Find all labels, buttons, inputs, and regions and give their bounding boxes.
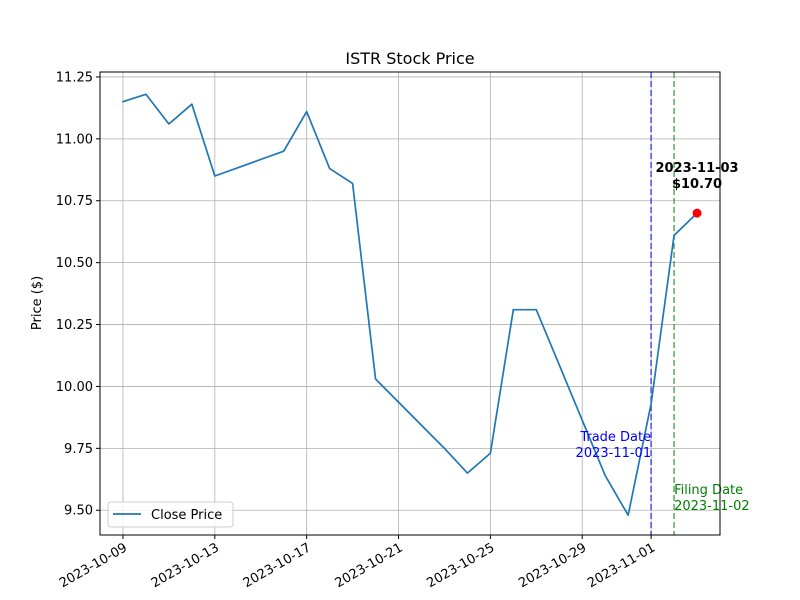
trade-date-value: 2023-11-01 <box>576 446 652 461</box>
y-tick-label: 9.75 <box>64 442 93 457</box>
reference-lines <box>650 72 675 535</box>
y-axis-title: Price ($) <box>30 276 45 330</box>
legend: Close Price <box>107 501 234 528</box>
highlight-price-label: $10.70 <box>672 177 722 192</box>
chart-title: ISTR Stock Price <box>345 49 474 68</box>
plot-frame <box>99 71 721 536</box>
legend-box <box>107 501 234 528</box>
y-tick-label: 10.50 <box>56 256 93 271</box>
y-tick-label: 11.00 <box>56 132 93 147</box>
trade-date-label: Trade Date <box>579 430 651 445</box>
y-tick-label: 10.00 <box>56 380 93 395</box>
filing-date-value: 2023-11-02 <box>674 499 750 514</box>
filing-date-label: Filing Date <box>674 483 743 498</box>
y-tick-label: 11.25 <box>56 70 93 85</box>
series-line-close-price <box>122 93 698 517</box>
highlight-point <box>692 208 702 218</box>
y-axis: 9.50 9.75 10.00 10.25 10.50 10.75 11.00 11.25 <box>56 70 100 519</box>
grid-lines <box>100 72 720 535</box>
y-tick-label: 10.75 <box>56 194 93 209</box>
series-layer <box>122 93 698 517</box>
legend-label: Close Price <box>151 508 222 523</box>
highlight-date-label: 2023-11-03 <box>655 161 738 176</box>
y-tick-label: 9.50 <box>64 504 93 519</box>
y-tick-label: 10.25 <box>56 318 93 333</box>
